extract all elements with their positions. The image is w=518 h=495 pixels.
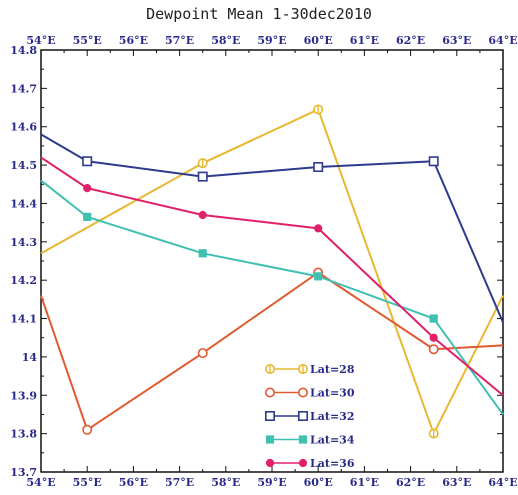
data-point xyxy=(314,272,323,281)
legend-item: Lat=36 xyxy=(265,457,355,470)
legend-marker xyxy=(298,435,308,444)
legend-marker xyxy=(297,363,308,374)
x-tick-label-bottom: 62°E xyxy=(396,476,425,489)
y-tick-label: 14.3 xyxy=(10,236,37,249)
x-tick-label-bottom: 64°E xyxy=(488,476,517,489)
data-point xyxy=(428,156,439,167)
data-point xyxy=(313,162,324,173)
y-tick-label: 14.8 xyxy=(10,44,37,57)
legend-item: Lat=32 xyxy=(264,410,354,423)
y-tick-label: 14.7 xyxy=(10,82,37,95)
data-point xyxy=(197,348,208,359)
series-line xyxy=(40,133,504,323)
series-lat-36 xyxy=(40,156,504,397)
y-tick-label: 14.4 xyxy=(10,197,37,210)
y-tick-label: 14.2 xyxy=(10,274,37,287)
series-layer xyxy=(40,104,504,439)
legend-label: Lat=32 xyxy=(310,410,354,423)
series-lat-28 xyxy=(40,104,504,439)
x-tick-label-top: 64°E xyxy=(488,34,517,47)
data-point xyxy=(197,171,208,182)
series-lat-34 xyxy=(40,179,504,416)
x-tick-label-top: 55°E xyxy=(73,34,102,47)
x-tick-label-top: 60°E xyxy=(304,34,333,47)
x-tick-label-top: 56°E xyxy=(119,34,148,47)
legend-item: Lat=28 xyxy=(264,363,355,376)
chart-title: Dewpoint Mean 1-30dec2010 xyxy=(146,5,372,23)
data-point xyxy=(83,184,92,193)
data-point xyxy=(429,314,438,323)
x-tick-label-bottom: 61°E xyxy=(350,476,379,489)
y-tick-label: 14 xyxy=(22,351,38,364)
y-tick-label: 13.8 xyxy=(10,428,37,441)
y-tick-label: 13.9 xyxy=(10,389,37,402)
legend-label: Lat=34 xyxy=(310,434,355,447)
x-tick-label-top: 63°E xyxy=(442,34,471,47)
y-tick-label: 14.5 xyxy=(10,159,37,172)
x-tick-label-bottom: 56°E xyxy=(119,476,148,489)
data-point xyxy=(428,344,439,355)
y-tick-label: 14.6 xyxy=(10,121,37,134)
x-tick-label-bottom: 55°E xyxy=(73,476,102,489)
legend-marker xyxy=(297,387,308,398)
data-point xyxy=(198,210,207,220)
x-tick-label-top: 58°E xyxy=(211,34,240,47)
plot-frame xyxy=(40,49,504,473)
x-tick-label-top: 54°E xyxy=(26,34,55,47)
data-point xyxy=(82,156,93,167)
legend-label: Lat=30 xyxy=(310,387,355,400)
series-lat-32 xyxy=(40,133,504,323)
legend-item: Lat=30 xyxy=(264,387,355,400)
series-line xyxy=(40,156,504,397)
series-line xyxy=(40,179,504,416)
x-tick-label-top: 57°E xyxy=(165,34,194,47)
legend: Lat=28 Lat=30 Lat=32 Lat=34 Lat=36 xyxy=(264,363,355,470)
data-point xyxy=(82,424,93,435)
x-tick-label-bottom: 58°E xyxy=(211,476,240,489)
data-point xyxy=(313,104,324,115)
axis-ticks: 54°E 54°E 55°E 55°E 56°E 56°E 57°E 57°E 58°E 58°E… xyxy=(10,34,517,489)
legend-marker xyxy=(297,410,308,421)
series-lat-30 xyxy=(40,267,504,435)
data-point xyxy=(197,158,208,169)
x-tick-label-bottom: 54°E xyxy=(26,476,55,489)
legend-marker xyxy=(264,363,275,374)
x-tick-label-bottom: 60°E xyxy=(304,476,333,489)
x-tick-label-bottom: 59°E xyxy=(257,476,286,489)
data-point xyxy=(198,249,207,258)
legend-item: Lat=34 xyxy=(265,434,355,447)
legend-marker xyxy=(265,435,275,444)
data-point xyxy=(428,428,439,439)
x-tick-label-bottom: 63°E xyxy=(442,476,471,489)
legend-label: Lat=36 xyxy=(310,457,355,470)
y-tick-label: 14.1 xyxy=(10,313,37,326)
x-tick-label-top: 59°E xyxy=(257,34,286,47)
x-tick-label-top: 61°E xyxy=(350,34,379,47)
legend-marker xyxy=(264,387,275,398)
legend-label: Lat=28 xyxy=(310,363,355,376)
legend-marker xyxy=(264,410,275,421)
legend-marker xyxy=(298,458,308,468)
x-tick-label-top: 62°E xyxy=(396,34,425,47)
legend-marker xyxy=(265,458,275,468)
data-point xyxy=(429,333,438,342)
y-tick-label: 13.7 xyxy=(10,466,37,479)
data-point xyxy=(83,212,92,221)
x-tick-label-bottom: 57°E xyxy=(165,476,194,489)
data-point xyxy=(314,224,323,233)
